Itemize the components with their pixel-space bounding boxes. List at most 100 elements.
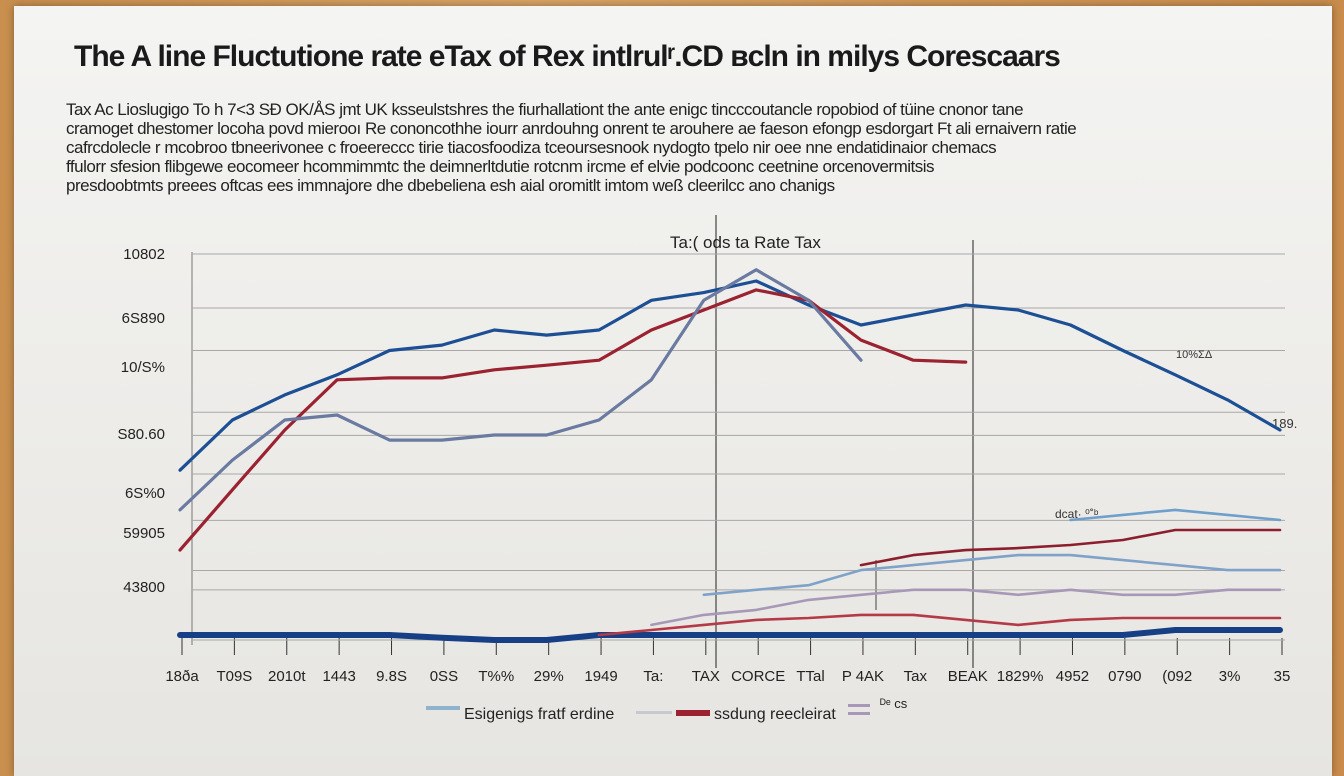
data-point [1174, 564, 1177, 566]
y-tick-label: 59905 [123, 525, 165, 542]
description-line: cramoget dhestomer locoha povd mierooı R… [66, 119, 1077, 138]
data-point [231, 634, 234, 636]
data-point [755, 280, 757, 282]
x-tick-label: 18ða [165, 668, 199, 685]
series-line [177, 627, 1283, 643]
data-point [650, 624, 653, 626]
data-point [964, 619, 967, 621]
data-point [283, 394, 286, 396]
data-point [964, 634, 967, 636]
data-point [964, 361, 967, 363]
data-point [1069, 634, 1072, 636]
data-point [231, 459, 234, 461]
data-point [912, 589, 915, 591]
data-point [1122, 594, 1124, 596]
data-point [545, 434, 548, 436]
data-point [1174, 594, 1177, 596]
data-point [650, 634, 653, 636]
description-line: Tax Ac Lioslugigo To h 7<3 SÐ OK/ÅS jmt … [66, 100, 1024, 119]
data-point [860, 569, 862, 571]
data-point [755, 289, 757, 291]
x-tick-label: T09S [216, 668, 252, 685]
data-point [1017, 594, 1019, 596]
data-point [545, 334, 548, 336]
x-tick-label: Tax [904, 668, 928, 685]
chart-title: Ta:( ods ta Rate Tax [670, 233, 821, 252]
data-point [179, 509, 181, 511]
data-point [650, 379, 653, 381]
data-point [755, 634, 757, 636]
data-point [755, 269, 757, 271]
series-line [178, 288, 968, 552]
data-point [598, 359, 600, 361]
y-tick-label: S80.60 [117, 426, 165, 443]
data-point [598, 329, 600, 331]
data-point [755, 589, 757, 591]
data-point [1122, 539, 1124, 541]
data-point [1174, 374, 1177, 376]
data-point [964, 304, 967, 306]
data-point [703, 624, 705, 626]
x-tick-label: 2010t [268, 668, 306, 685]
data-point [545, 364, 548, 366]
x-tick-label: P 4AK [842, 668, 884, 685]
x-tick-label: BEAK [948, 668, 988, 685]
data-point [703, 614, 705, 616]
data-point [860, 359, 862, 361]
x-tick-label: 1829% [997, 668, 1044, 685]
data-point [1226, 569, 1229, 571]
legend: Esigenigs fratf erdine ssdung reecleirat… [426, 696, 908, 723]
legend-label: ssdung reecleirat [714, 706, 836, 723]
series-line [1069, 508, 1282, 522]
data-point [1279, 529, 1281, 531]
data-point [231, 489, 234, 491]
data-point [1226, 589, 1229, 591]
data-point [1069, 589, 1072, 591]
data-point [1122, 349, 1124, 352]
data-point [283, 419, 286, 421]
data-point [912, 614, 915, 616]
data-point [1122, 634, 1124, 636]
y-tick-label: 10/S% [121, 359, 165, 376]
data-point [703, 309, 705, 311]
data-point [703, 291, 705, 294]
data-point [807, 599, 810, 601]
data-point [1122, 617, 1124, 619]
series-line [702, 553, 1282, 597]
data-point [807, 304, 810, 306]
description-line: ffulorr sfesion flibgewe eocomeer hcommi… [66, 157, 935, 176]
data-point [964, 559, 967, 561]
data-point [336, 379, 338, 381]
data-point [1122, 559, 1124, 561]
data-point [1017, 547, 1019, 549]
data-point [179, 634, 181, 636]
data-point [1226, 629, 1229, 631]
data-point [1017, 634, 1019, 636]
data-point [1069, 554, 1072, 556]
data-point [231, 419, 234, 421]
series-line [178, 268, 863, 512]
data-point [1174, 529, 1177, 531]
data-point [493, 369, 496, 371]
series-line [597, 613, 1282, 637]
data-point [598, 419, 600, 421]
data-point [179, 469, 181, 471]
data-point [1279, 589, 1281, 591]
x-tick-label: 4952 [1056, 668, 1089, 685]
x-tick-label: 9.8S [376, 668, 407, 685]
data-point [1174, 617, 1177, 619]
data-point [388, 634, 391, 636]
data-point [650, 299, 653, 302]
data-point [912, 359, 915, 361]
page-title: The A line Fluctutione rate eTax of Rex … [74, 40, 1061, 73]
data-point [1069, 619, 1072, 621]
data-point [493, 639, 496, 641]
data-point [860, 614, 862, 616]
x-tick-label: 29% [534, 668, 564, 685]
data-point [441, 377, 443, 379]
x-tick-label: TTal [796, 668, 824, 685]
data-point [1174, 509, 1177, 511]
data-point [964, 549, 967, 551]
legend-label: Esigenigs fratf erdine [464, 706, 614, 723]
series-line [178, 279, 1282, 472]
